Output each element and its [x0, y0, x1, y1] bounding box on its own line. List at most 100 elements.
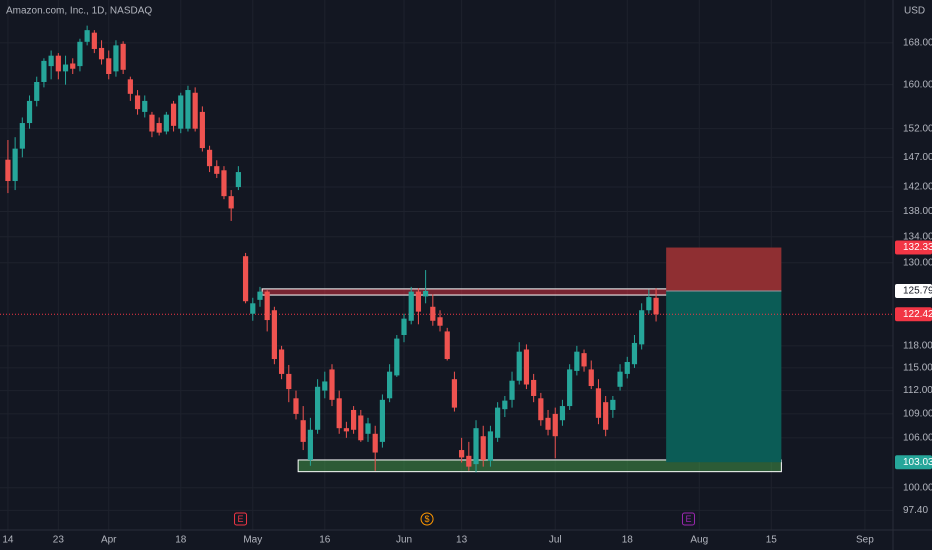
- event-label: E: [238, 514, 244, 524]
- candle-body: [538, 398, 544, 421]
- candle-body: [206, 149, 213, 167]
- x-tick-label: Jul: [549, 535, 562, 546]
- y-tick-label: 160.00: [903, 79, 932, 90]
- y-tick-label: 109.00: [903, 409, 932, 420]
- y-tick-label: 134.00: [903, 231, 932, 242]
- candle-body: [617, 371, 623, 387]
- candle-body: [408, 291, 414, 321]
- candle-body: [588, 369, 594, 387]
- candle-body: [365, 423, 371, 434]
- candle-body: [653, 297, 659, 315]
- price-tag-label: 103.03: [903, 457, 932, 468]
- candle-body: [610, 399, 616, 410]
- candle-body: [163, 114, 169, 132]
- candle-body: [199, 111, 205, 149]
- candle-body: [235, 172, 241, 188]
- price-tag-label: 132.33: [903, 242, 932, 253]
- y-tick-label: 112.00: [903, 385, 932, 396]
- candle-body: [91, 32, 97, 49]
- candle-body: [264, 291, 270, 321]
- candle-body: [134, 95, 141, 110]
- candle-body: [495, 407, 501, 438]
- candle-body: [646, 297, 652, 311]
- candle-body: [26, 100, 33, 124]
- candle-body: [271, 310, 277, 360]
- candle-body: [113, 45, 119, 72]
- y-tick-label: 138.00: [903, 206, 932, 217]
- candle-body: [502, 400, 508, 410]
- candle-body: [5, 159, 11, 182]
- candle-body: [322, 381, 328, 391]
- candle-body: [523, 349, 530, 385]
- y-tick-label: 142.00: [903, 182, 932, 193]
- x-tick-label: Apr: [101, 535, 117, 546]
- candle-body: [459, 450, 465, 458]
- candle-body: [552, 413, 558, 437]
- candle-body: [358, 415, 364, 441]
- candle-body: [142, 100, 148, 112]
- candle-body: [487, 431, 494, 461]
- candle-body: [286, 373, 292, 390]
- candle-body: [595, 388, 602, 418]
- event-marker: [420, 512, 434, 526]
- candle-body: [430, 306, 436, 321]
- x-tick-label: 18: [622, 535, 634, 546]
- price-tag: [895, 307, 932, 322]
- candle-body: [480, 436, 486, 460]
- x-tick-label: 23: [53, 535, 65, 546]
- target-zone: [666, 291, 782, 463]
- candle-body: [444, 331, 450, 360]
- overlay: [0, 247, 893, 473]
- x-tick-label: May: [243, 535, 262, 546]
- event-label: E: [685, 514, 691, 524]
- candle-body: [307, 429, 313, 460]
- candle-body: [473, 428, 479, 465]
- event-marker: [234, 512, 248, 526]
- candle-body: [70, 63, 76, 69]
- y-tick-label: 115.00: [903, 363, 932, 374]
- candle-body: [48, 55, 54, 67]
- candle-body: [343, 428, 349, 432]
- candle-body: [639, 310, 645, 345]
- candle-body: [55, 55, 61, 72]
- candle-body: [242, 256, 249, 302]
- x-tick-label: 14: [2, 535, 14, 546]
- y-tick-label: 118.00: [903, 340, 932, 351]
- candle-body: [106, 58, 112, 75]
- y-tick-label: 168.00: [903, 37, 932, 48]
- candle-body: [41, 60, 47, 82]
- candle-body: [156, 123, 162, 133]
- candle-body: [314, 386, 321, 430]
- candle-body: [401, 318, 407, 336]
- y-tick-label: 106.00: [903, 432, 932, 443]
- candle-body: [531, 379, 537, 396]
- candle-body: [574, 351, 580, 371]
- candle-body: [451, 379, 458, 408]
- candle-body: [77, 41, 83, 67]
- candle-body: [567, 369, 573, 407]
- candle-body: [278, 349, 285, 374]
- candle-body: [98, 47, 105, 60]
- zone: [297, 459, 782, 473]
- y-tick-label: 152.00: [903, 123, 932, 134]
- currency: USD: [904, 6, 925, 17]
- candle-body: [379, 399, 386, 442]
- x-tick-label: Aug: [690, 535, 708, 546]
- candle-body: [559, 406, 566, 421]
- y-tick-label: 97.40: [903, 505, 928, 516]
- stop-zone: [666, 247, 782, 292]
- event-marker: [681, 512, 695, 526]
- candle-body: [127, 79, 133, 94]
- y-tick-label: 130.00: [903, 257, 932, 268]
- x-tick-label: 13: [456, 535, 468, 546]
- candle-body: [631, 342, 638, 365]
- candle-body: [214, 166, 220, 174]
- candle-body: [12, 148, 18, 182]
- candle-body: [394, 338, 400, 376]
- candle-body: [250, 303, 256, 314]
- candle-body: [228, 196, 234, 209]
- candles: [5, 25, 659, 473]
- candle-body: [423, 290, 429, 297]
